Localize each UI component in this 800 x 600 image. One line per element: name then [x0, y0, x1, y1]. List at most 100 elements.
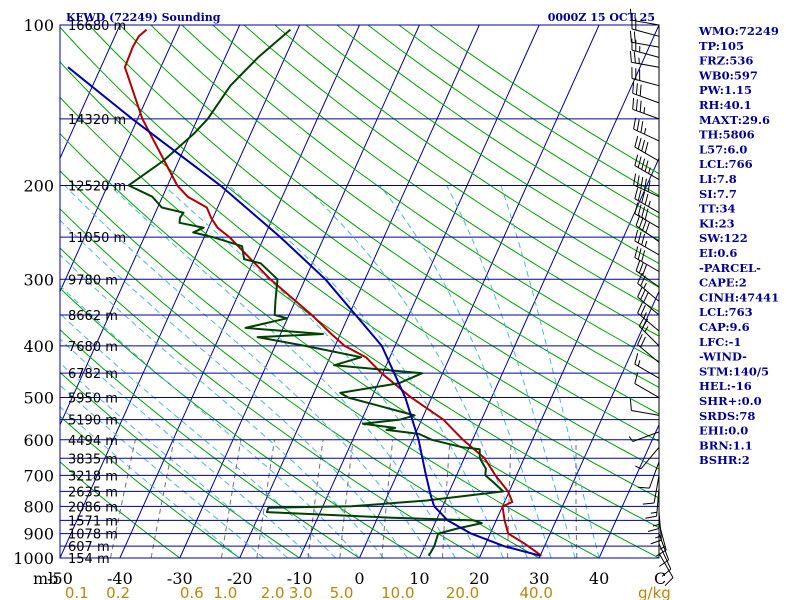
wind-barb	[637, 302, 660, 332]
wind-barb	[637, 286, 660, 316]
height-label: 6782 m	[68, 367, 118, 382]
mixing-ratio-tick-label: 5.0	[330, 584, 354, 600]
wind-barb	[637, 334, 660, 363]
temperature-tick-label: 0	[354, 569, 364, 588]
mixing-ratio-tick-label: 3.0	[289, 584, 313, 600]
wind-barb	[633, 117, 660, 142]
wind-barb	[645, 488, 660, 519]
mixing-ratio-line	[150, 439, 175, 558]
wind-barb	[635, 259, 660, 288]
pressure-tick-label: 300	[23, 270, 54, 289]
wind-barb	[631, 17, 660, 37]
wind-barb	[634, 353, 660, 379]
moist-adiabat	[302, 185, 528, 558]
pressure-tick-label: 700	[23, 466, 54, 485]
index-line: SHR+:0.0	[699, 394, 762, 408]
mixing-ratio-line	[507, 439, 512, 558]
temperature-tick-label: -10	[287, 569, 313, 588]
pressure-tick-label: 100	[23, 16, 54, 35]
wind-barb	[638, 461, 660, 489]
index-line: LFC:-1	[699, 335, 741, 349]
isotherm-line	[299, 25, 540, 558]
mixing-ratio-tick-label: 40.0	[520, 584, 553, 600]
mixing-ratio-line	[307, 439, 324, 558]
height-label: 2635 m	[68, 485, 118, 500]
mixing-ratio-line	[256, 439, 276, 558]
wind-barb	[632, 97, 660, 120]
wind-barb	[637, 272, 660, 302]
moist-adiabat	[60, 219, 408, 558]
wind-barb	[632, 81, 660, 104]
moist-adiabat	[60, 254, 384, 558]
index-line: CAPE:2	[699, 276, 747, 290]
pressure-tick-label: 200	[23, 176, 54, 195]
wind-barb	[629, 30, 660, 48]
index-line: CINH:47441	[699, 290, 779, 304]
height-label: 11050 m	[68, 231, 126, 246]
wind-barb	[628, 431, 660, 442]
index-line: BRN:1.1	[699, 438, 753, 452]
isotherm-line	[538, 290, 659, 558]
index-line: MAXT:29.6	[699, 113, 770, 127]
parcel-trace	[67, 66, 541, 557]
wind-barb	[634, 154, 660, 181]
wind-barb	[634, 202, 660, 229]
mixing-ratio-tick-label: 2.0	[261, 584, 285, 600]
height-label: 607 m	[68, 540, 110, 555]
mixing-ratio-line	[221, 439, 242, 558]
index-line: SW:122	[699, 231, 748, 245]
wind-barbs	[628, 8, 674, 587]
pressure-tick-label: 1000	[13, 549, 54, 568]
dry-adiabat	[60, 287, 420, 558]
index-line: -WIND-	[699, 350, 747, 364]
isotherm-line	[598, 423, 659, 558]
temperature-tick-label: -50	[47, 569, 73, 588]
index-line: BSHR:2	[699, 453, 750, 467]
station-title: KFWD (72249) Sounding	[66, 11, 221, 24]
index-line: STM:140/5	[699, 364, 769, 378]
index-line: TP:105	[699, 39, 744, 53]
temperature-tick-label: 40	[589, 569, 609, 588]
indices-panel: WMO:72249TP:105FRZ:536WB0:597PW:1.15RH:4…	[698, 24, 779, 467]
index-line: LI:7.8	[699, 172, 737, 186]
mixing-ratio-tick-label: 0.6	[180, 584, 204, 600]
wind-barb	[629, 50, 660, 68]
wind-barb	[634, 229, 660, 256]
chart-grid	[60, 25, 659, 558]
mixing-ratio-line	[442, 439, 451, 558]
isotherm-line	[119, 25, 360, 558]
dewpoint-trace	[127, 28, 505, 557]
mixing-ratio-tick-label: 0.2	[106, 584, 130, 600]
index-line: RH:40.1	[699, 98, 752, 112]
dry-adiabat	[60, 61, 659, 499]
index-line: FRZ:536	[699, 54, 753, 68]
pressure-tick-label: 500	[23, 389, 54, 408]
isotherm-line	[60, 25, 121, 160]
index-line: WB0:597	[698, 68, 758, 82]
temperature-tick-label: 10	[409, 569, 429, 588]
pressure-tick-label: 900	[23, 525, 54, 544]
height-label: 5190 m	[68, 414, 118, 429]
pressure-unit-label: mb	[33, 569, 58, 588]
isotherm-line	[60, 25, 241, 426]
index-line: -PARCEL-	[699, 261, 761, 275]
temperature-tick-label: 30	[529, 569, 549, 588]
height-label: 5950 m	[68, 392, 118, 407]
index-line: TT:34	[699, 202, 736, 216]
wind-barb	[634, 372, 660, 399]
temperature-tick-label: 20	[469, 569, 489, 588]
wind-barb	[633, 173, 660, 198]
mixing-ratio-line	[575, 439, 578, 558]
temperature-unit-label: C	[654, 569, 666, 588]
moist-adiabat	[228, 185, 504, 558]
wind-barb	[631, 67, 660, 87]
index-line: EI:0.6	[699, 246, 737, 260]
mixing-ratio-tick-label: 10.0	[381, 584, 414, 600]
sounding-traces	[67, 28, 542, 557]
isotherm-line	[239, 25, 480, 558]
index-line: PW:1.15	[699, 83, 752, 97]
height-label: 14320 m	[68, 113, 126, 128]
wind-barb	[658, 553, 674, 587]
